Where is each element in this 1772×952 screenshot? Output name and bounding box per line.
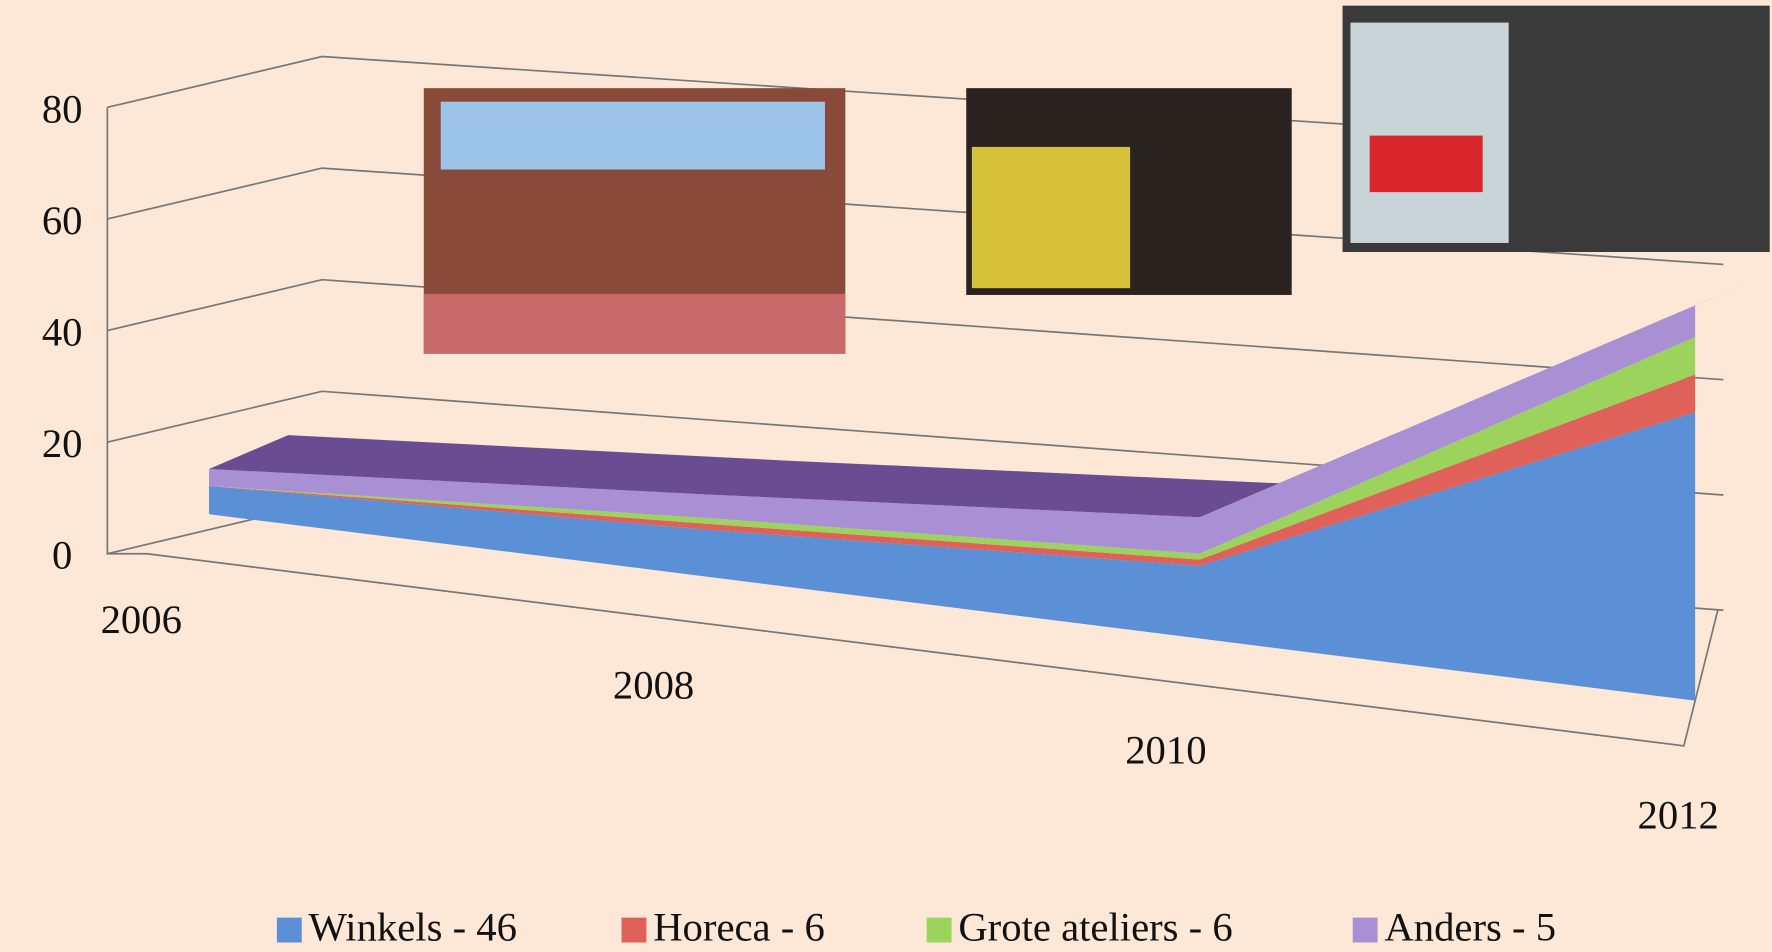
area: [209, 305, 1696, 554]
photo-detail: [1369, 135, 1483, 193]
area: [209, 374, 1696, 566]
area: [209, 412, 1696, 701]
photo-detail: [423, 293, 846, 354]
legend-label: Horeca - 6: [653, 905, 825, 950]
x-tick-label: 2008: [613, 662, 694, 707]
area: [209, 336, 1696, 560]
photo-detail: [971, 146, 1131, 289]
y-tick-label: 0: [52, 533, 72, 578]
grid-line: [107, 390, 1724, 496]
grid-line: [107, 278, 1724, 381]
legend-label: Grote ateliers - 6: [958, 905, 1232, 950]
photo-sky: [440, 101, 825, 170]
y-tick-label: 80: [42, 86, 83, 131]
legend-swatch: [621, 917, 647, 943]
y-tick-label: 40: [42, 310, 83, 355]
x-tick-label: 2012: [1638, 793, 1719, 838]
area-top-face: [209, 272, 1772, 518]
legend-swatch: [1352, 917, 1378, 943]
legend-swatch: [276, 917, 302, 943]
legend-label: Winkels - 46: [309, 905, 517, 950]
x-tick-label: 2006: [101, 597, 182, 642]
legend-swatch: [926, 917, 952, 943]
x-tick-label: 2010: [1125, 727, 1206, 772]
legend-label: Anders - 5: [1384, 905, 1556, 950]
y-tick-label: 20: [42, 421, 83, 466]
y-tick-label: 60: [42, 198, 83, 243]
photo-detail: [1350, 22, 1509, 243]
